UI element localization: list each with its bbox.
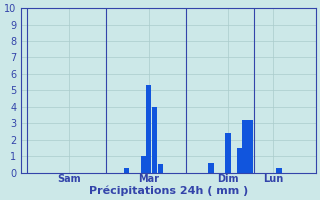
Bar <box>276 168 282 173</box>
Bar <box>152 107 157 173</box>
Bar <box>209 163 213 173</box>
Bar <box>146 85 151 173</box>
Bar <box>226 133 231 173</box>
X-axis label: Précipitations 24h ( mm ): Précipitations 24h ( mm ) <box>89 185 248 196</box>
Bar <box>140 156 146 173</box>
Bar <box>248 120 253 173</box>
Bar <box>237 148 242 173</box>
Bar <box>243 120 248 173</box>
Bar <box>157 164 163 173</box>
Bar <box>124 168 129 173</box>
